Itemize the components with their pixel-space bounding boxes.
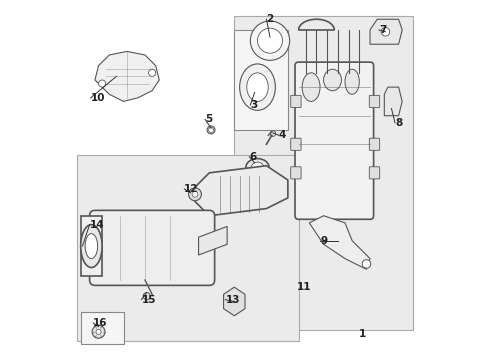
FancyBboxPatch shape [369, 95, 380, 108]
Text: 1: 1 [359, 329, 367, 339]
Text: 4: 4 [279, 130, 286, 140]
Circle shape [189, 188, 201, 201]
FancyArrowPatch shape [336, 225, 358, 249]
Circle shape [381, 27, 390, 36]
Ellipse shape [240, 64, 275, 111]
Ellipse shape [207, 126, 215, 134]
Polygon shape [198, 226, 227, 255]
Polygon shape [384, 87, 402, 116]
Ellipse shape [251, 162, 264, 173]
Ellipse shape [302, 73, 320, 102]
Polygon shape [95, 51, 159, 102]
FancyBboxPatch shape [234, 16, 413, 330]
Circle shape [143, 293, 150, 300]
Circle shape [148, 69, 156, 76]
Circle shape [209, 127, 214, 132]
Circle shape [92, 325, 105, 338]
Circle shape [258, 28, 283, 53]
FancyBboxPatch shape [81, 312, 123, 344]
FancyBboxPatch shape [291, 138, 301, 150]
FancyBboxPatch shape [234, 30, 288, 130]
Text: 15: 15 [142, 295, 156, 305]
Text: 12: 12 [184, 184, 199, 194]
FancyBboxPatch shape [291, 95, 301, 108]
FancyBboxPatch shape [77, 155, 298, 341]
Polygon shape [370, 19, 402, 44]
Circle shape [98, 80, 106, 87]
Ellipse shape [323, 69, 342, 91]
Text: 2: 2 [267, 14, 274, 24]
Text: 6: 6 [249, 152, 257, 162]
Ellipse shape [247, 73, 268, 102]
Text: 10: 10 [91, 93, 105, 103]
Circle shape [270, 131, 276, 136]
Ellipse shape [246, 158, 269, 176]
FancyBboxPatch shape [291, 167, 301, 179]
Text: 9: 9 [320, 236, 327, 246]
Text: 3: 3 [250, 100, 258, 110]
FancyBboxPatch shape [90, 210, 215, 285]
FancyBboxPatch shape [369, 167, 380, 179]
Text: 16: 16 [93, 318, 108, 328]
Circle shape [250, 21, 290, 60]
Circle shape [96, 329, 101, 334]
Ellipse shape [81, 225, 102, 267]
Ellipse shape [85, 234, 98, 258]
Polygon shape [81, 216, 102, 276]
Circle shape [362, 260, 371, 268]
Text: 14: 14 [90, 220, 104, 230]
Polygon shape [195, 166, 288, 216]
Text: 7: 7 [379, 25, 386, 35]
Polygon shape [223, 287, 245, 316]
FancyBboxPatch shape [369, 138, 380, 150]
FancyBboxPatch shape [295, 62, 373, 219]
Text: 13: 13 [225, 295, 240, 305]
Text: 5: 5 [205, 114, 212, 124]
Polygon shape [309, 216, 370, 269]
Circle shape [192, 192, 198, 197]
Ellipse shape [345, 69, 359, 94]
Text: 11: 11 [297, 282, 311, 292]
Text: 8: 8 [395, 118, 402, 128]
